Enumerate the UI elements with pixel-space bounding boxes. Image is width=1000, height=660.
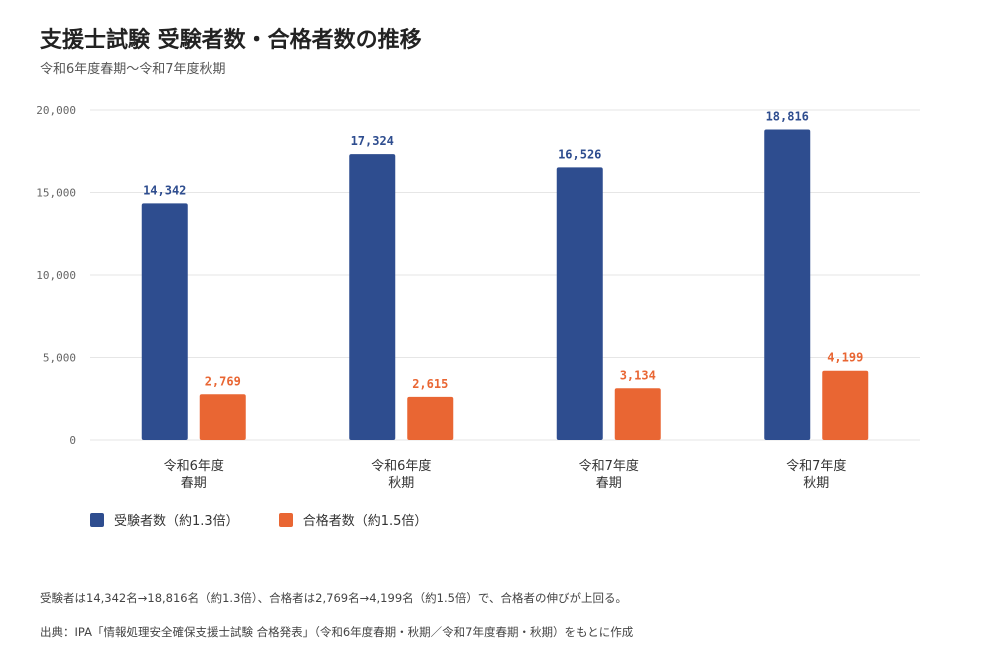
- bar-passers: [199, 394, 246, 440]
- data-label-applicants: 18,816: [766, 110, 809, 124]
- legend-swatch-applicants: [90, 512, 104, 527]
- x-tick-label: 秋期: [803, 476, 829, 491]
- data-label-applicants: 14,342: [143, 183, 186, 197]
- data-label-passers: 2,769: [205, 374, 241, 388]
- x-tick-label: 令和6年度: [371, 458, 431, 474]
- x-tick-label: 令和7年度: [579, 458, 639, 474]
- chart-title: 支援士試験 受験者数・合格者数の推移: [40, 28, 422, 53]
- legend: 受験者数（約1.3倍） 合格者数（約1.5倍）: [90, 510, 467, 529]
- x-tick-label: 春期: [596, 476, 622, 491]
- y-tick-label: 5,000: [43, 352, 76, 365]
- legend-swatch-passers: [278, 512, 293, 527]
- x-tick-label: 秋期: [388, 476, 414, 491]
- y-tick-label: 10,000: [36, 269, 76, 282]
- chart-subtitle: 令和6年度春期〜令和7年度秋期: [40, 62, 226, 77]
- y-tick-label: 20,000: [36, 104, 76, 117]
- footnote: 受験者は14,342名→18,816名（約1.3倍）、合格者は2,769名→4,…: [40, 591, 627, 605]
- data-label-passers: 3,134: [620, 368, 656, 382]
- bar-applicants: [349, 154, 396, 441]
- legend-item-applicants: 受験者数（約1.3倍）: [90, 510, 239, 529]
- data-label-applicants: 17,324: [351, 134, 394, 148]
- data-label-applicants: 16,526: [558, 147, 601, 161]
- x-tick-label: 春期: [181, 476, 207, 491]
- bar-chart: 0 5,000 10,000 15,000 20,000 14,342 2,769 令和6年度…: [36, 104, 920, 491]
- x-tick-label: 令和6年度: [164, 458, 224, 474]
- legend-label-passers: 合格者数（約1.5倍）: [302, 514, 428, 529]
- bar-applicants: [141, 203, 188, 440]
- bar-passers: [822, 370, 869, 440]
- bar-passers: [407, 396, 454, 440]
- data-label-passers: 4,199: [827, 351, 863, 365]
- legend-label-applicants: 受験者数（約1.3倍）: [114, 514, 239, 529]
- legend-item-passers: 合格者数（約1.5倍）: [278, 510, 428, 529]
- x-tick-label: 令和7年度: [786, 458, 846, 474]
- y-tick-label: 15,000: [36, 187, 76, 200]
- data-label-passers: 2,615: [412, 377, 448, 391]
- source-note: 出典：IPA「情報処理安全確保支援士試験 合格発表」（令和6年度春期・秋期／令和…: [40, 625, 634, 639]
- bar-passers: [614, 388, 661, 440]
- bar-applicants: [556, 167, 603, 441]
- y-tick-label: 0: [69, 434, 76, 447]
- bar-applicants: [764, 129, 811, 440]
